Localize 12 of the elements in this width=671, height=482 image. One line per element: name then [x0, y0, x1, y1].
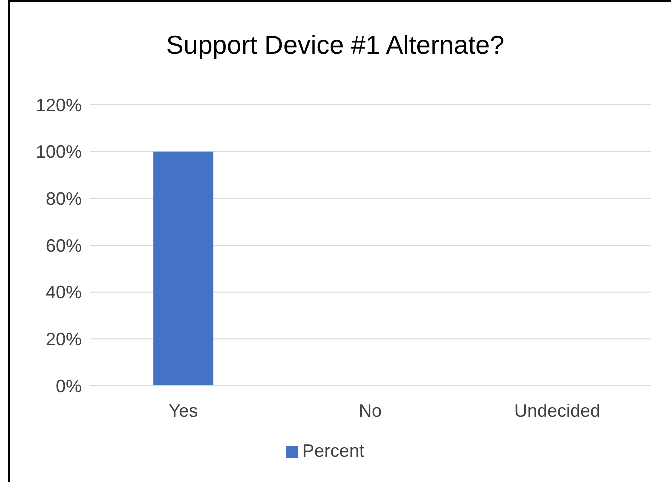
y-tick-label: 80% [46, 189, 82, 210]
x-tick-label: Yes [168, 400, 198, 421]
y-tick-label: 40% [46, 282, 82, 303]
x-tick-label: Undecided [514, 400, 601, 421]
y-tick-label: 100% [36, 142, 82, 162]
y-tick-label: 60% [46, 236, 82, 256]
legend-label: Percent [302, 441, 365, 461]
y-tick-label: 20% [46, 330, 82, 350]
x-tick-label: No [358, 400, 382, 421]
y-tick-label: 120% [36, 95, 82, 116]
chart-title: Support Device #1 Alternate? [165, 30, 506, 61]
y-tick-label: 0% [56, 376, 82, 396]
